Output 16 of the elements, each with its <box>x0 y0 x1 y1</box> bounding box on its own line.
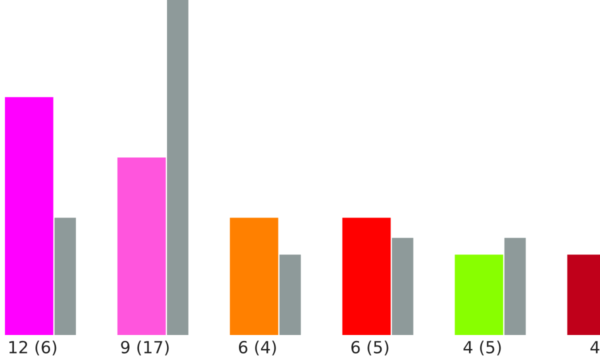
x-tick-label: 4 <box>590 341 600 354</box>
bar <box>4 97 54 335</box>
bar <box>117 157 166 335</box>
x-tick-label: 4 (5) <box>464 340 501 356</box>
bar <box>454 254 504 335</box>
bar <box>167 0 188 335</box>
x-tick-label: 6 (4) <box>238 340 276 356</box>
bar <box>230 218 278 335</box>
bar <box>54 218 76 335</box>
x-tick-label: 6 (5) <box>351 340 388 356</box>
x-tick-label: 9 (17) <box>121 340 169 356</box>
x-tick-label: 12 (6) <box>9 340 56 356</box>
bar <box>504 238 526 335</box>
bar <box>279 254 301 335</box>
bar <box>342 218 391 335</box>
bar <box>392 238 414 335</box>
